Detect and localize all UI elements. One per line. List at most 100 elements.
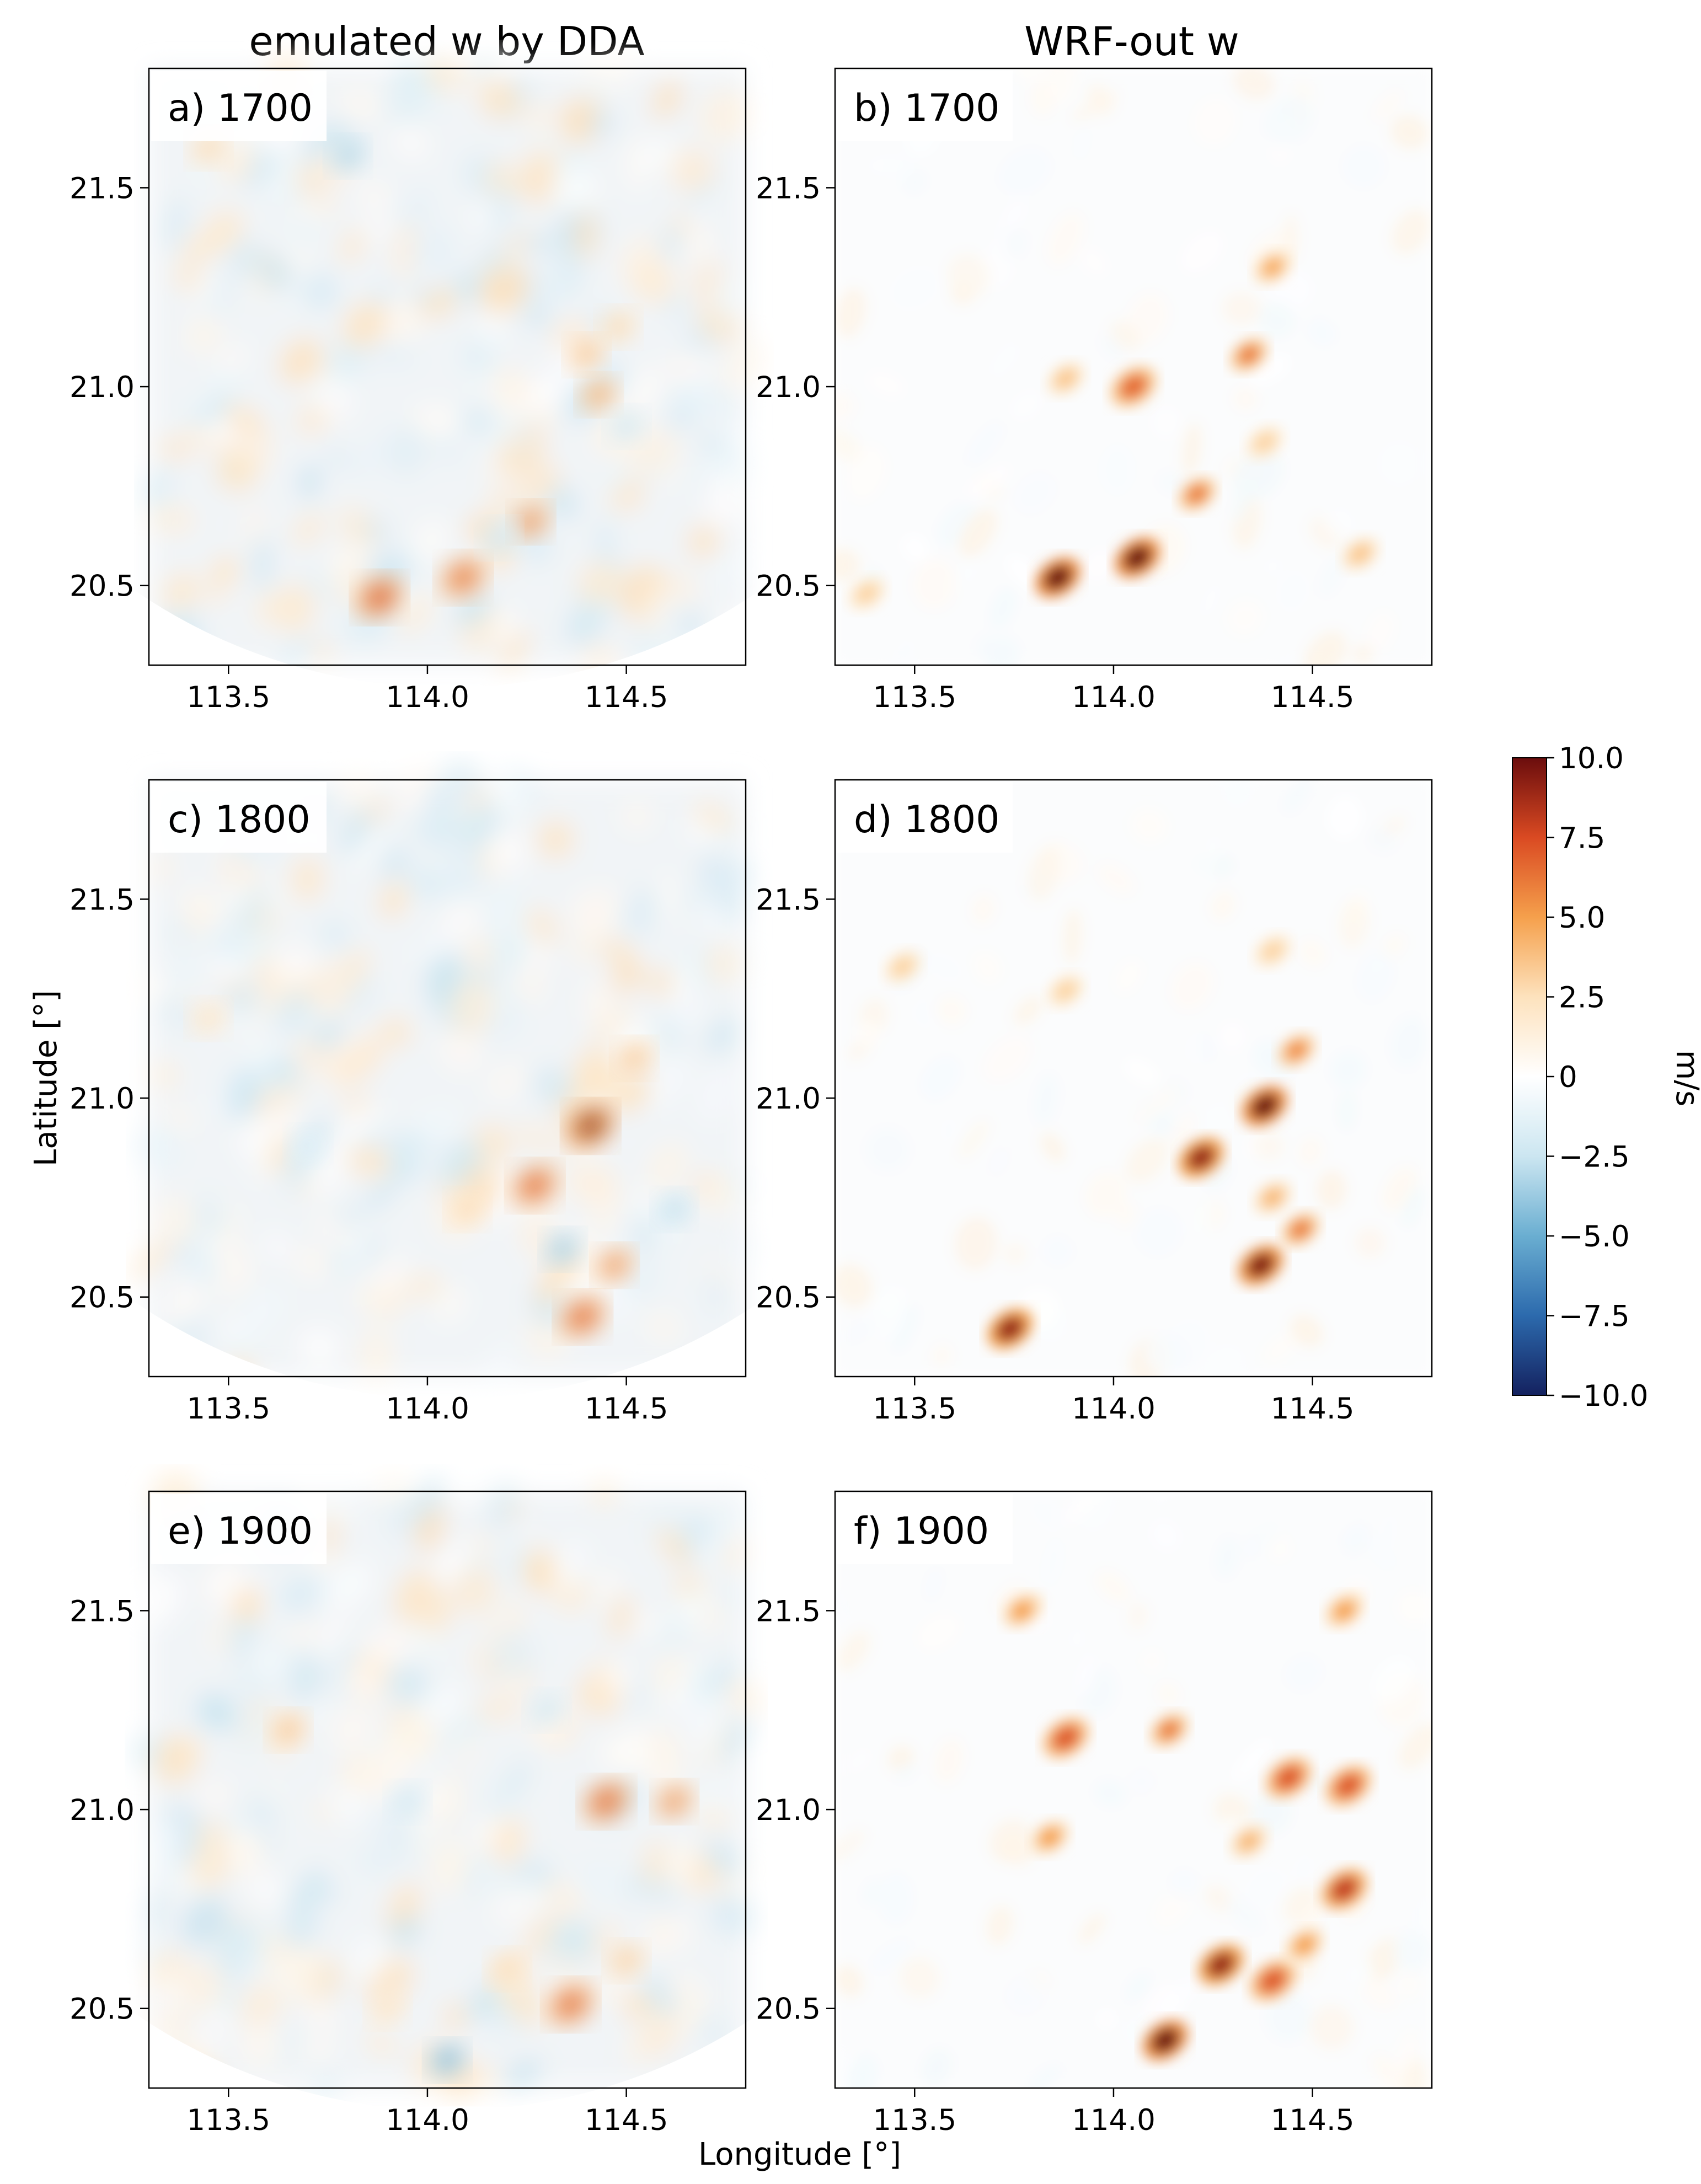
panel-frame [834,779,1433,1378]
panel-label: b) 1700 [854,87,999,130]
y-tick-label: 20.5 [756,570,821,603]
x-tick-label: 114.0 [386,1392,469,1426]
colorbar-tick-label: 2.5 [1559,981,1605,1015]
panel-label: e) 1900 [168,1509,313,1553]
y-tick-label: 21.0 [756,1082,821,1116]
w-feature [1229,1824,1268,1859]
panel-frame [148,779,747,1378]
y-axis-label: Latitude [°] [28,990,64,1166]
y-tick-label: 21.0 [69,1794,135,1827]
w-feature [543,1232,582,1266]
heatmap-field [835,68,1432,665]
w-feature [1229,338,1268,372]
w-feature [511,505,550,539]
panel-label-box [837,782,1013,853]
w-feature [388,1785,427,1819]
w-feature [1114,537,1161,579]
heatmap-features [189,1002,693,1337]
x-tick-label: 114.5 [1271,2103,1355,2137]
w-feature [368,1992,407,2026]
y-tick-label: 21.5 [69,172,135,205]
w-feature [289,1129,328,1163]
x-tick-label: 113.5 [186,681,270,714]
w-feature [848,576,886,611]
w-feature [1253,934,1292,968]
x-tick-label: 113.5 [873,681,956,714]
heatmap-features [848,250,1379,611]
panel-frame [834,67,1433,666]
w-feature [559,1296,606,1337]
colorbar-tick-label: 0 [1559,1061,1577,1094]
y-tick-label: 20.5 [756,1281,821,1315]
w-feature [356,577,403,618]
w-feature [329,139,367,173]
x-tick-label: 114.5 [1271,681,1355,714]
panel-frame [834,1490,1433,2089]
w-feature [1321,1869,1368,1910]
w-feature [440,557,486,598]
y-tick-label: 21.5 [69,1594,135,1628]
panel-f: 113.5 114.0 114.5 21.5 21.0 20.5 f) 1900 [756,1490,1433,2137]
panel-c: 113.5 114.0 114.5 21.5 21.0 20.5 c) 1800 [69,759,766,1426]
w-feature [488,1952,526,1986]
panel-label: c) 1800 [168,798,311,842]
w-feature [607,1944,646,1978]
colorbar-label: m/s [1669,1050,1701,1107]
y-tick-label: 21.5 [756,172,821,205]
heatmap-features [1003,1593,1372,2061]
x-tick-label: 114.0 [1072,681,1156,714]
w-feature [511,1165,558,1206]
y-tick-label: 20.5 [756,1993,821,2026]
w-feature [884,950,922,984]
panel-label: f) 1900 [854,1509,989,1553]
colorbar-tick-label: −5.0 [1559,1220,1630,1254]
panel-a: 113.5 114.0 114.5 21.5 21.0 20.5 a) 1700 [69,47,765,714]
heatmap-features [189,131,646,618]
w-feature [1285,1928,1324,1962]
colorbar-gradient [1512,757,1547,1396]
y-tick-label: 21.0 [69,371,135,404]
y-tick-label: 21.5 [69,883,135,917]
w-feature [428,2043,467,2077]
w-feature [1237,1244,1284,1286]
w-feature [1046,362,1085,396]
w-feature [1242,1085,1288,1127]
x-tick-label: 113.5 [186,1392,270,1426]
w-feature [1046,973,1085,1008]
w-feature [1277,1034,1316,1067]
w-feature [607,409,646,443]
panel-frame [148,67,747,666]
w-feature [1178,1137,1224,1179]
w-feature [1150,1713,1189,1747]
colorbar: 10.0 7.5 5.0 2.5 0 −2.5 −5.0 −7.5 −10.0 m/s [1512,742,1701,1413]
w-feature [1325,1765,1372,1806]
w-feature [1142,2020,1189,2061]
y-tick-label: 20.5 [69,1281,135,1315]
w-feature [1003,1593,1041,1628]
panel-label: d) 1800 [854,798,999,842]
heatmap-field [835,1491,1432,2088]
w-feature [1110,366,1157,408]
w-feature [655,1192,693,1227]
y-tick-label: 21.0 [69,1082,135,1116]
y-tick-label: 21.5 [756,1594,821,1628]
x-tick-label: 114.0 [386,2103,469,2137]
w-feature [1031,1821,1069,1855]
colorbar-tick-label: −2.5 [1559,1141,1630,1174]
w-feature [987,1308,1034,1350]
panel-label: a) 1700 [168,87,313,130]
w-feature [567,338,606,372]
colorbar-tick-label: −7.5 [1559,1300,1630,1334]
w-feature [1281,1212,1320,1246]
w-feature [599,310,638,344]
colorbar-tick-label: 5.0 [1559,901,1605,935]
w-feature [1265,1757,1312,1798]
x-tick-label: 113.5 [186,2103,270,2137]
w-feature [527,1693,566,1727]
w-feature [1178,477,1216,511]
x-tick-label: 114.5 [585,681,668,714]
colorbar-ticks: 10.0 7.5 5.0 2.5 0 −2.5 −5.0 −7.5 −10.0 [1547,742,1648,1413]
panel-label-box [151,71,327,141]
y-tick-label: 21.0 [756,371,821,404]
w-feature [583,1781,630,1822]
